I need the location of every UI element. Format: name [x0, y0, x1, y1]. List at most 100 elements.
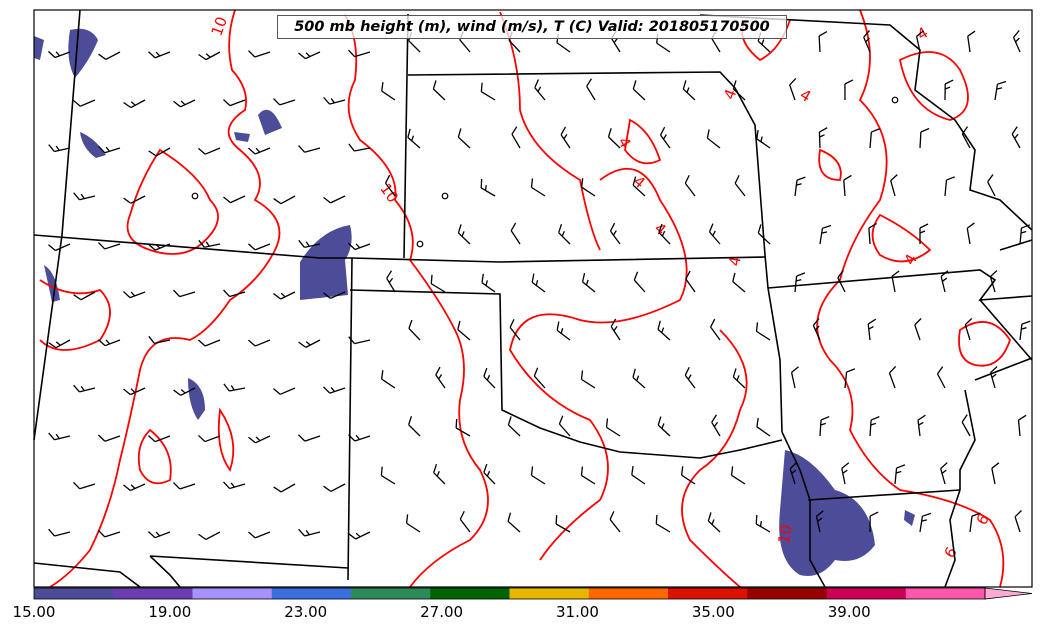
wind-barb [1011, 126, 1021, 149]
wind-barb [919, 223, 929, 245]
wind-barb [480, 179, 496, 197]
contour-label: 10 [775, 523, 796, 545]
wind-barb [348, 434, 371, 442]
wind-barb [248, 531, 271, 539]
map-title: 500 mb height (m), wind (m/s), T (C) Val… [277, 15, 787, 39]
wind-barb [940, 270, 949, 293]
wind-barb [380, 466, 396, 485]
wind-barb [558, 224, 571, 245]
contour-label: 10 [208, 14, 231, 38]
wind-barb [123, 291, 146, 299]
wind-barb [1012, 30, 1021, 53]
colorbar-segment [271, 588, 352, 599]
contour-line [217, 407, 235, 472]
wind-barb [789, 78, 797, 101]
wind-barb [48, 432, 71, 441]
wind-barb [457, 224, 471, 245]
wind-barb [98, 242, 121, 250]
wind-barb [819, 415, 830, 437]
wind-barb [348, 242, 371, 251]
wind-barb [680, 466, 696, 485]
map-frame [33, 9, 1033, 588]
wind-barb [944, 79, 954, 101]
wind-barb [914, 318, 922, 341]
wind-barb [223, 99, 246, 107]
calm-wind-marker [441, 192, 449, 200]
wind-barb [682, 80, 696, 101]
wind-barb [384, 174, 396, 197]
wind-barb [381, 82, 396, 101]
wind-barb [273, 483, 296, 493]
wind-barb [732, 80, 746, 101]
shaded-region [44, 265, 60, 302]
wind-barb [123, 195, 146, 204]
colorbar-segment [351, 588, 431, 599]
wind-barb [989, 270, 998, 293]
state-boundaries [33, 9, 1033, 588]
contour-line [509, 167, 688, 561]
wind-barb [298, 51, 321, 60]
wind-barb [408, 319, 421, 341]
wind-barb [73, 481, 96, 490]
wind-barb [248, 339, 271, 347]
colorbar [33, 587, 1033, 600]
calm-wind-marker [891, 96, 899, 104]
wind-barb [684, 174, 696, 197]
wind-barb [323, 291, 346, 300]
colorbar-segment [430, 588, 510, 599]
wind-barb [248, 147, 271, 155]
wind-barb [967, 30, 976, 53]
wind-barb [659, 126, 671, 149]
wind-barb [869, 511, 879, 533]
wind-barb [555, 515, 571, 533]
wind-barb [407, 128, 421, 149]
wind-barb [198, 434, 221, 443]
wind-barb [869, 128, 880, 149]
wind-barb [917, 414, 926, 437]
wind-barb [511, 126, 521, 149]
shaded-region [234, 132, 250, 142]
wind-barb [530, 466, 546, 485]
wind-barb [73, 192, 96, 201]
colorbar-tick-label: 31.00 [555, 603, 599, 621]
wind-barb [818, 31, 828, 53]
contour-line [958, 321, 1011, 367]
colorbar-segment [588, 588, 669, 599]
wind-barb [273, 195, 296, 205]
wind-barb [348, 143, 371, 152]
wind-barb [915, 30, 925, 53]
wind-barb [73, 384, 96, 393]
wind-barb [685, 270, 696, 293]
wind-barb [658, 223, 671, 245]
wind-barb [298, 145, 321, 153]
wind-barb [815, 510, 824, 533]
colorbar-segment [509, 588, 590, 599]
wind-barb [812, 318, 821, 341]
wind-barb [961, 126, 971, 149]
contour-line [344, 14, 489, 588]
wind-barb [198, 531, 221, 541]
wind-barb [558, 415, 571, 437]
calm-wind-marker [416, 240, 424, 248]
wind-barb [298, 239, 321, 248]
wind-barb [581, 273, 596, 293]
colorbar-segment [826, 588, 907, 599]
wind-barb [609, 511, 621, 533]
wind-barb [48, 50, 71, 59]
wind-barb [732, 368, 746, 389]
colorbar-tick-label: 15.00 [12, 603, 56, 621]
wind-barb [148, 531, 171, 539]
wind-barb [455, 419, 471, 437]
wind-barb [863, 30, 871, 53]
wind-barb [386, 270, 396, 293]
wind-barb [507, 512, 521, 533]
wind-barb [123, 483, 146, 492]
colorbar-tick-label: 23.00 [284, 603, 328, 621]
wind-barb [867, 318, 877, 341]
temperature-contours: 1010444444441066 [39, 9, 1011, 588]
wind-barb [580, 466, 596, 485]
wind-barb [73, 291, 96, 301]
wind-barb [457, 320, 471, 341]
wind-barb [732, 272, 746, 293]
contour-line [49, 9, 281, 588]
